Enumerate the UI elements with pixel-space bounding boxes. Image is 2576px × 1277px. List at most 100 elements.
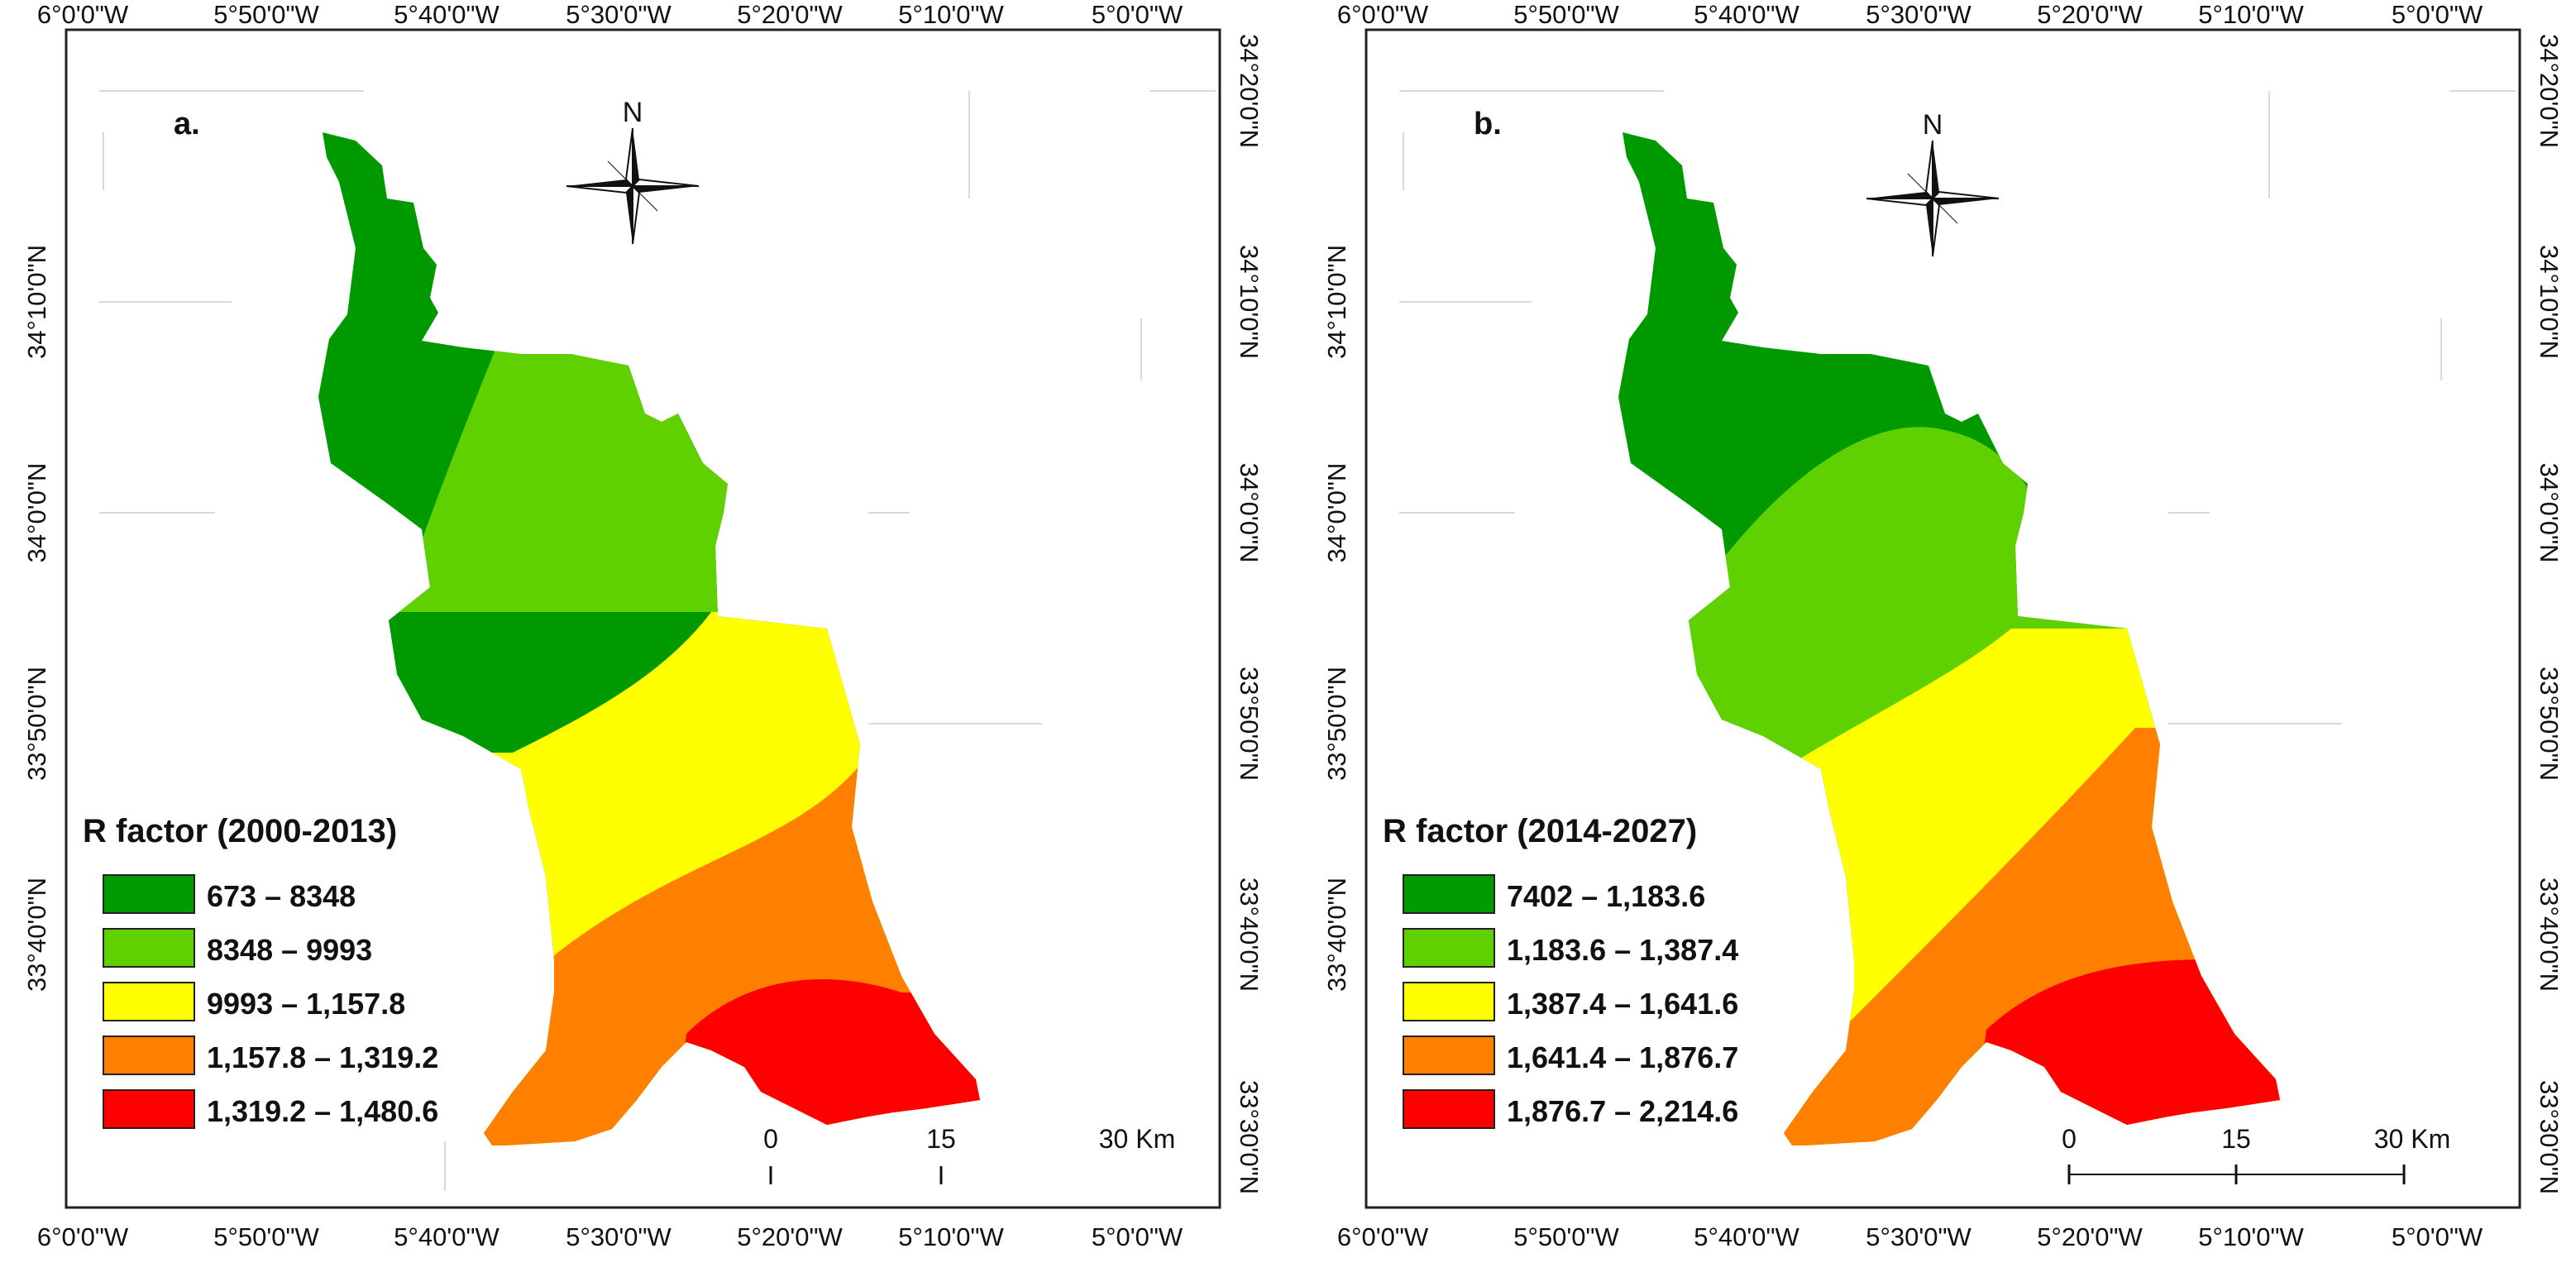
right-lat-tick-b: 34°20'0"N [2535, 34, 2564, 148]
bottom-lon-tick-a: 5°20'0"W [737, 1222, 843, 1251]
right-lat-tick-a: 33°40'0"N [1235, 878, 1264, 992]
legend-class-4-a: 1,157.8 – 1,319.2 [207, 1040, 438, 1074]
left-lat-tick-a: 34°10'0"N [22, 245, 51, 359]
right-lat-axis-b: 34°20'0"N 34°10'0"N 34°0'0"N 33°50'0"N 3… [2535, 34, 2564, 1194]
top-lon-tick-a: 5°20'0"W [737, 0, 843, 29]
left-lat-tick-b: 33°40'0"N [1322, 878, 1351, 992]
bottom-lon-tick-b: 5°50'0"W [1513, 1222, 1619, 1251]
legend-swatch-3-b [1403, 982, 1495, 1021]
right-lat-axis-a: 34°20'0"N 34°10'0"N 34°0'0"N 33°50'0"N 3… [1235, 34, 1264, 1194]
bottom-lon-tick-a: 5°10'0"W [898, 1222, 1004, 1251]
left-lat-tick-b: 34°0'0"N [1322, 463, 1351, 563]
legend-swatch-2-b [1403, 928, 1495, 968]
top-lon-tick-a: 5°0'0"W [1092, 0, 1183, 29]
legend-swatch-1-a [103, 874, 195, 914]
bottom-lon-tick-b: 5°10'0"W [2198, 1222, 2304, 1251]
top-lon-tick-a: 5°40'0"W [394, 0, 499, 29]
bottom-lon-tick-b: 6°0'0"W [1337, 1222, 1429, 1251]
bottom-lon-tick-b: 5°20'0"W [2037, 1222, 2143, 1251]
legend-class-4-b: 1,641.4 – 1,876.7 [1507, 1040, 1738, 1074]
legend-swatch-4-b [1403, 1035, 1495, 1075]
scale-label-0-a: 0 [763, 1124, 778, 1154]
scale-bar-b: 0 15 30 Km [2062, 1124, 2450, 1184]
legend-class-2-a: 8348 – 9993 [207, 933, 372, 967]
bottom-lon-axis-b: 6°0'0"W 5°50'0"W 5°40'0"W 5°30'0"W 5°20'… [1337, 1222, 2483, 1251]
legend-class-5-b: 1,876.7 – 2,214.6 [1507, 1094, 1738, 1128]
bottom-lon-axis-a: 6°0'0"W 5°50'0"W 5°40'0"W 5°30'0"W 5°20'… [37, 1222, 1183, 1251]
legend-title-b: R factor (2014-2027) [1383, 813, 1697, 849]
top-lon-tick-b: 5°10'0"W [2198, 0, 2304, 29]
right-lat-tick-a: 33°30'0"N [1235, 1080, 1264, 1194]
right-lat-tick-b: 34°0'0"N [2535, 463, 2564, 563]
right-lat-tick-a: 34°20'0"N [1235, 34, 1264, 148]
north-label: N [623, 97, 643, 128]
top-lon-tick-a: 6°0'0"W [37, 0, 129, 29]
left-lat-tick-b: 33°50'0"N [1322, 667, 1351, 781]
right-lat-tick-a: 34°0'0"N [1235, 463, 1264, 563]
top-lon-tick-b: 5°50'0"W [1513, 0, 1619, 29]
legend-b: R factor (2014-2027) 7402 – 1,183.6 1,18… [1383, 813, 1738, 1129]
right-lat-tick-a: 33°50'0"N [1235, 667, 1264, 781]
top-lon-axis-b: 6°0'0"W 5°50'0"W 5°40'0"W 5°30'0"W 5°20'… [1337, 0, 2483, 29]
left-lat-tick-a: 33°40'0"N [22, 878, 51, 992]
left-lat-tick-b: 34°10'0"N [1322, 245, 1351, 359]
legend-swatch-5-a [103, 1089, 195, 1129]
legend-swatch-4-a [103, 1035, 195, 1075]
top-lon-axis-a: 6°0'0"W 5°50'0"W 5°40'0"W 5°30'0"W 5°20'… [37, 0, 1183, 29]
bottom-lon-tick-a: 5°30'0"W [566, 1222, 671, 1251]
right-lat-tick-b: 33°40'0"N [2535, 878, 2564, 992]
legend-swatch-3-a [103, 982, 195, 1021]
bottom-lon-tick-b: 5°0'0"W [2392, 1222, 2483, 1251]
right-lat-tick-b: 33°30'0"N [2535, 1080, 2564, 1194]
right-lat-tick-b: 33°50'0"N [2535, 667, 2564, 781]
top-lon-tick-a: 5°50'0"W [213, 0, 319, 29]
left-lat-axis-a: 34°10'0"N 34°0'0"N 33°50'0"N 33°40'0"N [22, 245, 51, 992]
panel-label-a: a. [174, 107, 200, 141]
legend-swatch-5-b [1403, 1089, 1495, 1129]
left-lat-tick-a: 34°0'0"N [22, 463, 51, 563]
top-lon-tick-b: 5°0'0"W [2392, 0, 2483, 29]
top-lon-tick-b: 5°30'0"W [1866, 0, 1971, 29]
scale-label-30-a: 30 Km [1099, 1124, 1175, 1154]
north-arrow-icon: N [566, 97, 700, 245]
top-lon-tick-b: 6°0'0"W [1337, 0, 1429, 29]
legend-class-2-b: 1,183.6 – 1,387.4 [1507, 933, 1738, 967]
scale-label-15-b: 15 [2221, 1124, 2251, 1154]
north-label: N [1923, 109, 1943, 141]
map-b-svg: b. N R factor (2014-2027) 7402 – 1,183.6… [1322, 0, 2564, 1251]
bottom-lon-tick-a: 5°0'0"W [1092, 1222, 1183, 1251]
map-a-svg: a. N R factor (2000-2013) 673 – 8348 834… [22, 0, 1264, 1251]
legend-class-1-a: 673 – 8348 [207, 879, 356, 913]
bottom-lon-tick-a: 5°40'0"W [394, 1222, 499, 1251]
top-lon-tick-a: 5°10'0"W [898, 0, 1004, 29]
map-panel-a: a. N R factor (2000-2013) 673 – 8348 834… [0, 0, 1286, 1277]
legend-swatch-1-b [1403, 874, 1495, 914]
legend-title-a: R factor (2000-2013) [83, 813, 397, 849]
scale-bar-a: 0 15 30 Km [763, 1124, 1175, 1184]
graticule-b [1399, 90, 2516, 725]
legend-class-1-b: 7402 – 1,183.6 [1507, 879, 1705, 913]
right-lat-tick-b: 34°10'0"N [2535, 245, 2564, 359]
bottom-lon-tick-a: 5°50'0"W [213, 1222, 319, 1251]
legend-a: R factor (2000-2013) 673 – 8348 8348 – 9… [83, 813, 438, 1129]
top-lon-tick-a: 5°30'0"W [566, 0, 671, 29]
right-lat-tick-a: 34°10'0"N [1235, 245, 1264, 359]
top-lon-tick-b: 5°40'0"W [1694, 0, 1799, 29]
legend-swatch-2-a [103, 928, 195, 968]
bottom-lon-tick-b: 5°30'0"W [1866, 1222, 1971, 1251]
scale-label-30-b: 30 Km [2374, 1124, 2450, 1154]
left-lat-tick-a: 33°50'0"N [22, 667, 51, 781]
left-lat-axis-b: 34°10'0"N 34°0'0"N 33°50'0"N 33°40'0"N [1322, 245, 1351, 992]
bottom-lon-tick-a: 6°0'0"W [37, 1222, 129, 1251]
top-lon-tick-b: 5°20'0"W [2037, 0, 2143, 29]
map-panel-b: b. N R factor (2014-2027) 7402 – 1,183.6… [1300, 0, 2576, 1277]
scale-label-15-a: 15 [926, 1124, 956, 1154]
bottom-lon-tick-b: 5°40'0"W [1694, 1222, 1799, 1251]
graticule-a [99, 90, 1216, 1191]
legend-class-5-a: 1,319.2 – 1,480.6 [207, 1094, 438, 1128]
north-arrow-icon: N [1866, 109, 2000, 257]
scale-label-0-b: 0 [2062, 1124, 2077, 1154]
panel-label-b: b. [1474, 107, 1502, 141]
legend-class-3-a: 9993 – 1,157.8 [207, 987, 405, 1021]
legend-class-3-b: 1,387.4 – 1,641.6 [1507, 987, 1738, 1021]
